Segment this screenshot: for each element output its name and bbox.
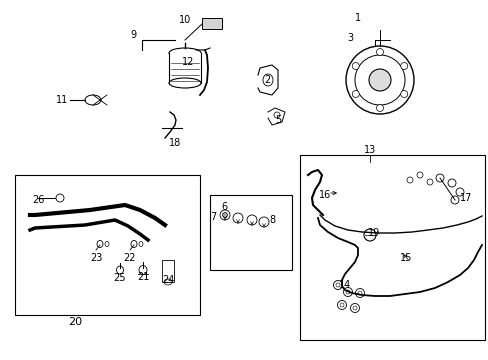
Text: 15: 15 xyxy=(399,253,411,263)
Ellipse shape xyxy=(346,46,413,114)
Ellipse shape xyxy=(351,90,359,98)
Text: 13: 13 xyxy=(363,145,375,155)
Text: 25: 25 xyxy=(114,273,126,283)
Ellipse shape xyxy=(222,212,227,217)
Text: 24: 24 xyxy=(162,275,174,285)
Text: 21: 21 xyxy=(137,272,149,282)
Ellipse shape xyxy=(376,104,383,112)
Ellipse shape xyxy=(85,95,101,105)
Text: 17: 17 xyxy=(459,193,471,203)
Ellipse shape xyxy=(368,69,390,91)
Bar xyxy=(299,155,484,340)
Text: 5: 5 xyxy=(274,115,281,125)
Text: 23: 23 xyxy=(90,253,102,263)
Text: 20: 20 xyxy=(68,317,82,327)
Text: 1: 1 xyxy=(354,13,360,23)
Text: 12: 12 xyxy=(182,57,194,67)
Text: 11: 11 xyxy=(56,95,68,105)
Bar xyxy=(162,260,174,282)
Text: 19: 19 xyxy=(367,228,379,238)
Ellipse shape xyxy=(400,63,407,69)
Ellipse shape xyxy=(169,48,201,58)
Bar xyxy=(209,195,291,270)
Ellipse shape xyxy=(376,49,383,55)
Text: 9: 9 xyxy=(130,30,136,40)
Ellipse shape xyxy=(354,55,404,105)
Text: 26: 26 xyxy=(32,195,44,205)
Ellipse shape xyxy=(351,63,359,69)
Text: 14: 14 xyxy=(338,280,350,290)
Text: 22: 22 xyxy=(123,253,136,263)
Text: 18: 18 xyxy=(168,138,181,148)
Text: 3: 3 xyxy=(346,33,352,43)
Bar xyxy=(169,53,201,83)
Ellipse shape xyxy=(169,78,201,88)
Text: 8: 8 xyxy=(268,215,274,225)
Text: 2: 2 xyxy=(264,75,269,85)
Text: 7: 7 xyxy=(209,212,216,222)
Text: 16: 16 xyxy=(318,190,330,200)
Text: 10: 10 xyxy=(179,15,191,25)
Bar xyxy=(15,175,200,315)
Ellipse shape xyxy=(400,90,407,98)
Text: 6: 6 xyxy=(221,202,226,212)
Bar xyxy=(202,18,222,29)
